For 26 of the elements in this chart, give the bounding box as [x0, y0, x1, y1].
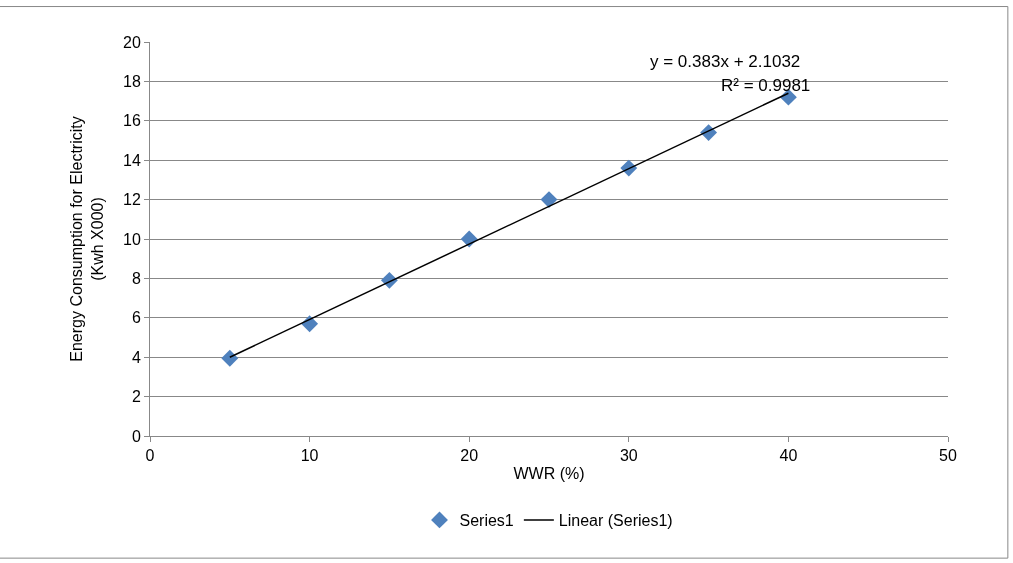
x-tick-label: 20: [460, 447, 479, 465]
point: [221, 349, 239, 367]
y-tick-label: 2: [131, 388, 141, 406]
legend-label: Linear (Series1): [558, 512, 673, 530]
x-tick-label: 40: [779, 447, 798, 465]
x-tick-label: 30: [619, 447, 638, 465]
x-axis-title: WWR (%): [513, 464, 585, 482]
annotation: R² = 0.9981: [721, 76, 811, 95]
y-tick-label: 16: [123, 112, 141, 130]
legend-label: Series1: [459, 512, 514, 530]
annotation: y = 0.383x + 2.1032: [650, 52, 801, 71]
y-tick-label: 0: [131, 427, 141, 445]
y-axis-title: Energy Consumption for Electricity (Kwh X000): [68, 116, 106, 362]
y-tick-label: 14: [123, 151, 141, 169]
y-tick-label: 12: [123, 191, 141, 209]
point: [540, 191, 558, 209]
y-tick-label: 10: [123, 230, 141, 248]
y-tick-label: 6: [131, 309, 141, 327]
y-tick-label: 4: [131, 348, 141, 366]
y-tick-label: 8: [131, 270, 141, 287]
x-tick-label: 10: [300, 447, 319, 465]
y-tick-label: 20: [123, 33, 141, 51]
x-tick-label: 0: [145, 447, 155, 465]
x-tick-label: 50: [939, 447, 957, 465]
y-tick-label: 18: [123, 73, 141, 90]
point: [460, 230, 478, 248]
